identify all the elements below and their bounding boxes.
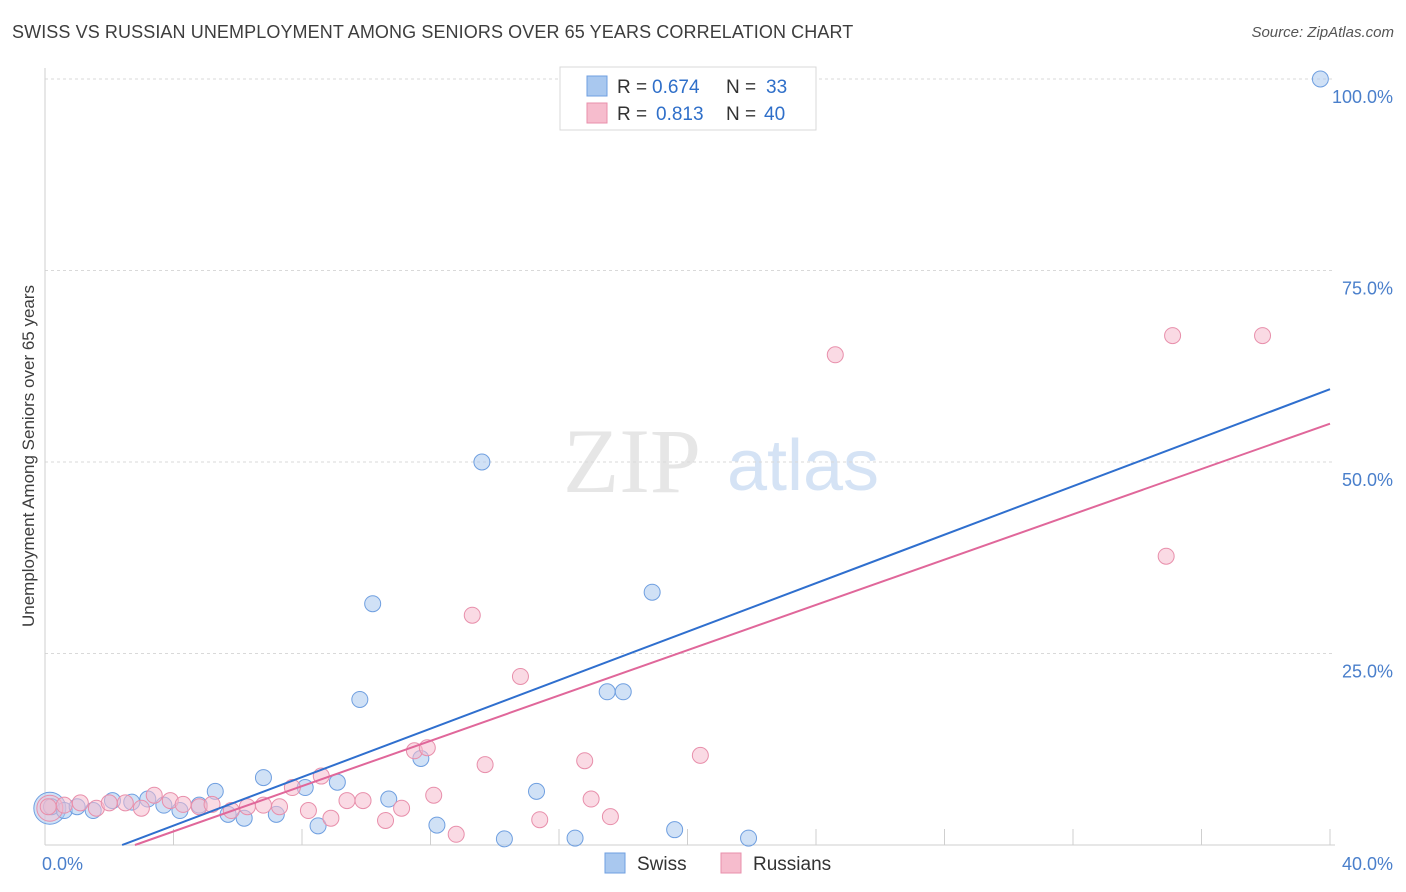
legend-n-value-swiss: 33 <box>766 77 787 98</box>
russians-point <box>71 794 89 812</box>
swiss-point <box>428 816 446 834</box>
russians-point <box>582 790 600 808</box>
russians-point <box>1157 547 1175 565</box>
swiss-point <box>351 690 369 708</box>
russians-point <box>393 799 411 817</box>
bottom-legend-russians: Russians <box>753 854 831 875</box>
legend-swatch-swiss <box>586 75 608 97</box>
bottom-legend-swatch-swiss <box>604 852 626 874</box>
swiss-point <box>473 453 491 471</box>
bottom-legend: Swiss Russians <box>604 852 831 875</box>
swiss-point <box>740 829 758 847</box>
y-tick-label-100: 100.0% <box>1332 87 1393 107</box>
legend-r-value-russians: 0.813 <box>656 104 704 125</box>
swiss-trend-line <box>121 388 1331 846</box>
watermark-atlas: atlas <box>727 426 879 506</box>
russians-point <box>531 811 549 829</box>
bottom-legend-swiss: Swiss <box>637 854 687 875</box>
russians-point <box>39 798 57 816</box>
russians-point <box>100 794 118 812</box>
swiss-point <box>364 595 382 613</box>
watermark-zip: ZIP <box>563 410 701 512</box>
swiss-point <box>643 583 661 601</box>
russians-point <box>132 799 150 817</box>
y-tick-label-50: 50.0% <box>1342 470 1393 490</box>
russians-point <box>55 796 73 814</box>
russians-point <box>354 792 372 810</box>
gridlines <box>45 78 1335 654</box>
swiss-point <box>254 769 272 787</box>
russians-point <box>271 798 289 816</box>
y-axis-label: Unemployment Among Seniors over 65 years <box>19 285 38 627</box>
legend-r-label-swiss: R = <box>617 77 647 98</box>
legend: R = 0.674 N = 33 R = 0.813 N = 40 <box>559 66 817 131</box>
russians-point <box>1164 327 1182 345</box>
x-tick-label-40: 40.0% <box>1342 854 1393 874</box>
russians-point <box>691 746 709 764</box>
swiss-point <box>566 829 584 847</box>
russians-point <box>601 808 619 826</box>
swiss-point <box>380 790 398 808</box>
swiss-point <box>528 782 546 800</box>
russians-point <box>826 346 844 364</box>
chart-title: SWISS VS RUSSIAN UNEMPLOYMENT AMONG SENI… <box>12 22 854 42</box>
russians-point <box>377 811 395 829</box>
legend-n-label-swiss: N = <box>726 77 756 98</box>
swiss-point <box>1311 70 1329 88</box>
swiss-point <box>614 683 632 701</box>
legend-n-label-russians: N = <box>726 104 756 125</box>
russians-point <box>576 752 594 770</box>
russians-point <box>447 825 465 843</box>
axes <box>44 68 1335 846</box>
russians-point <box>203 795 221 813</box>
russians-point <box>174 795 192 813</box>
russians-point <box>145 786 163 804</box>
russians-point <box>425 786 443 804</box>
watermark: ZIP atlas <box>563 410 879 512</box>
russians-point <box>299 802 317 820</box>
russians-point <box>322 809 340 827</box>
russians-points <box>36 327 1272 843</box>
swiss-point <box>495 830 513 848</box>
swiss-point <box>598 683 616 701</box>
legend-n-value-russians: 40 <box>764 104 785 125</box>
legend-r-label-russians: R = <box>617 104 647 125</box>
swiss-point <box>309 817 327 835</box>
x-tick-labels: 0.0% 40.0% <box>42 854 1393 874</box>
russians-point <box>1254 327 1272 345</box>
russians-trend-line <box>134 422 1331 846</box>
legend-r-value-swiss: 0.674 <box>652 77 700 98</box>
bottom-legend-swatch-russians <box>720 852 742 874</box>
russians-point <box>338 792 356 810</box>
y-tick-label-75: 75.0% <box>1342 279 1393 299</box>
swiss-point <box>666 821 684 839</box>
y-tick-label-25: 25.0% <box>1342 662 1393 682</box>
legend-swatch-russians <box>586 102 608 124</box>
russians-point <box>511 667 529 685</box>
russians-point <box>463 606 481 624</box>
trend-lines <box>121 388 1331 846</box>
y-tick-labels: 25.0% 50.0% 75.0% 100.0% <box>1332 87 1393 682</box>
russians-point <box>116 794 134 812</box>
source-credit: Source: ZipAtlas.com <box>1251 24 1394 41</box>
x-tick-label-0: 0.0% <box>42 854 83 874</box>
russians-point <box>476 756 494 774</box>
